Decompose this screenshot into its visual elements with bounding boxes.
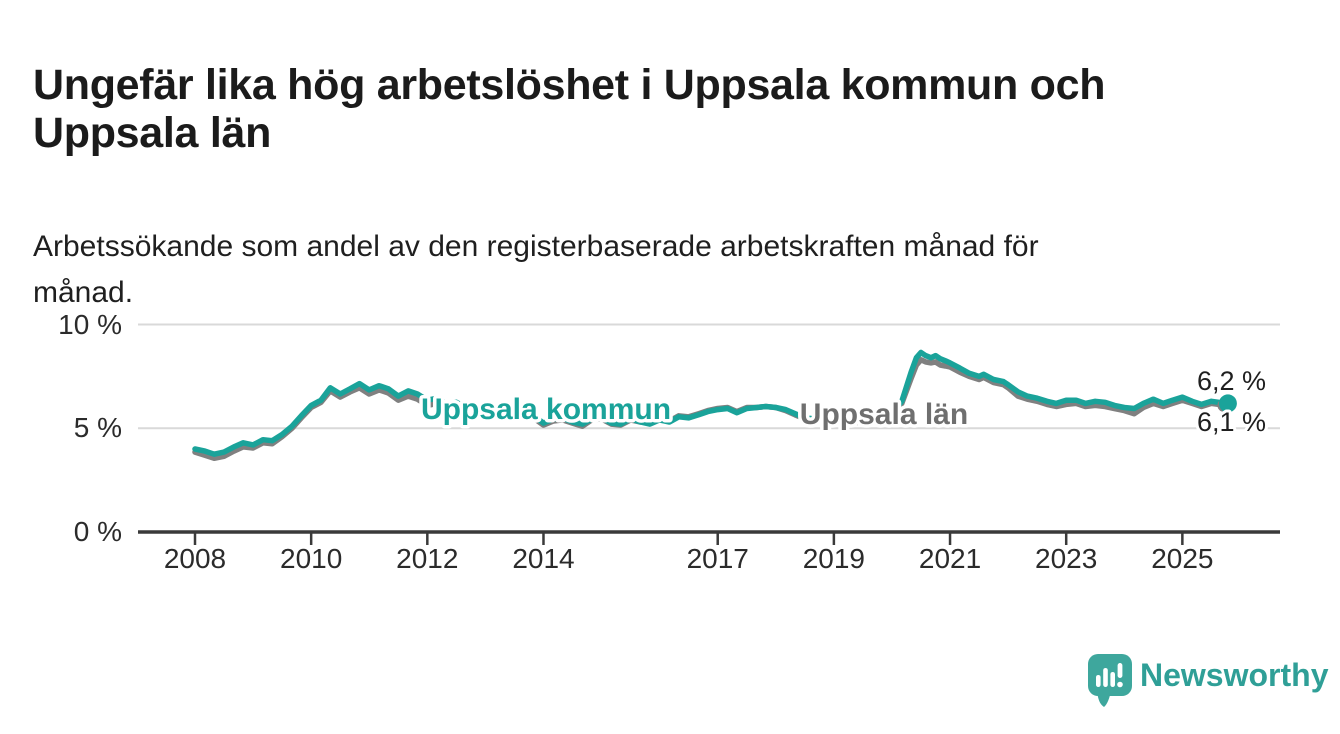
x-tick-label: 2023 [1035, 543, 1098, 574]
y-tick-label: 5 % [73, 412, 122, 444]
gridlines [138, 323, 1280, 534]
x-tick-label: 2019 [802, 543, 866, 574]
bar-chart-speech-bubble-icon [1088, 654, 1132, 707]
x-tick-label: 2025 [1151, 543, 1214, 574]
chart-subtitle: Arbetssökande som andel av den registerb… [33, 230, 1039, 309]
x-tick-label: 2010 [280, 543, 343, 574]
axis-tick-marks [193, 533, 1184, 545]
newsworthy-logo-text: Newsworthy [1140, 657, 1329, 693]
uppsala-kommun-end-value-label: 6,2 % [1197, 366, 1266, 396]
uppsala-kommun-series-label: Uppsala kommun [421, 393, 671, 426]
x-tick-label: 2017 [686, 543, 749, 574]
uppsala-lan-series-label: Uppsala län [800, 398, 968, 431]
uppsala-lan-end-value-label: 6,1 % [1197, 407, 1266, 437]
x-tick-label: 2008 [163, 543, 227, 574]
y-tick-label: 0 % [73, 516, 122, 547]
y-tick-label: 10 % [58, 308, 122, 340]
x-tick-label: 2021 [918, 543, 982, 574]
uppsala-kommun-line [192, 349, 1229, 457]
x-tick-label: 2014 [512, 543, 575, 574]
x-tick-label: 2012 [396, 543, 459, 574]
uppsala-kommun-end-dot [1218, 394, 1237, 413]
chart-title: Ungefär lika hög arbetslöshet i Uppsala … [33, 60, 1106, 157]
newsworthy-logo: Newsworthy [1086, 653, 1328, 709]
